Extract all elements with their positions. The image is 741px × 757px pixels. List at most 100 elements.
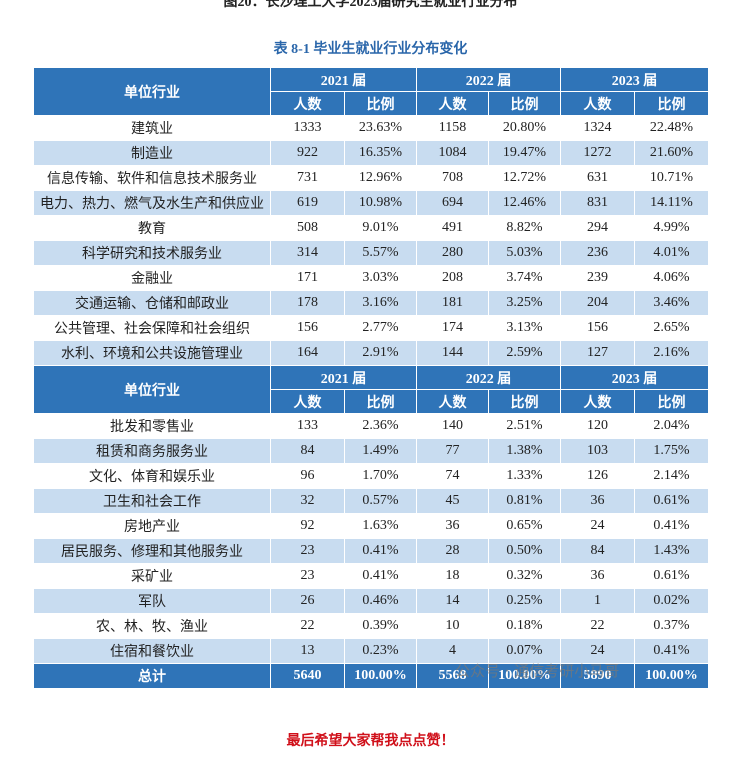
data-cell: 0.18%	[488, 613, 561, 639]
data-cell: 133	[270, 413, 345, 439]
data-cell: 314	[270, 240, 345, 266]
data-cell: 239	[560, 265, 635, 291]
table-row: 批发和零售业 133 2.36% 140 2.51% 120 2.04%	[33, 413, 709, 439]
footer: 最后希望大家帮我点点赞！	[286, 734, 455, 749]
data-cell: 3.03%	[344, 265, 417, 291]
data-cell: 2.77%	[344, 315, 417, 341]
data-cell: 45	[416, 488, 489, 514]
data-cell: 84	[270, 438, 345, 464]
table-row: 建筑业 1333 23.63% 1158 20.80% 1324 22.48%	[33, 115, 709, 141]
data-cell: 1.70%	[344, 463, 417, 489]
header-cell: 单位行业	[33, 365, 271, 414]
table-row: 单位行业 2021 届 2022 届 2023 届	[33, 365, 709, 414]
data-cell: 9.01%	[344, 215, 417, 241]
header-cell: 单位行业	[33, 67, 271, 116]
data-cell: 24	[560, 638, 635, 664]
data-cell: 23	[270, 563, 345, 589]
data-cell: 1.43%	[634, 538, 709, 564]
data-cell: 164	[270, 340, 345, 366]
industry-cell: 卫生和社会工作	[33, 488, 271, 514]
data-cell: 5.03%	[488, 240, 561, 266]
data-cell: 0.46%	[344, 588, 417, 614]
table-row: 科学研究和技术服务业 314 5.57% 280 5.03% 236 4.01%	[33, 240, 709, 266]
industry-cell: 农、林、牧、渔业	[33, 613, 271, 639]
data-cell: 74	[416, 463, 489, 489]
table-row: 电力、热力、燃气及水生产和供应业 619 10.98% 694 12.46% 831 14.…	[33, 190, 709, 216]
data-cell: 2.04%	[634, 413, 709, 439]
total-cell: 5568	[416, 663, 489, 689]
data-cell: 1.75%	[634, 438, 709, 464]
header-cell: 比例	[344, 91, 417, 116]
data-cell: 1.38%	[488, 438, 561, 464]
data-cell: 10	[416, 613, 489, 639]
data-cell: 36	[560, 488, 635, 514]
data-cell: 32	[270, 488, 345, 514]
table-row: 居民服务、修理和其他服务业 23 0.41% 28 0.50% 84 1.43%	[33, 538, 709, 564]
table-row: 人数 比例 人数 比例 人数 比例	[34, 389, 709, 414]
data-cell: 4.06%	[634, 265, 709, 291]
industry-cell: 交通运输、仓储和邮政业	[33, 290, 271, 316]
data-cell: 1324	[560, 115, 635, 141]
table-row: 金融业 171 3.03% 208 3.74% 239 4.06%	[33, 265, 709, 291]
industry-cell: 采矿业	[33, 563, 271, 589]
data-cell: 0.23%	[344, 638, 417, 664]
table-row: 交通运输、仓储和邮政业 178 3.16% 181 3.25% 204 3.46%	[33, 290, 709, 316]
total-cell: 100.00%	[634, 663, 709, 689]
table-row: 文化、体育和娱乐业 96 1.70% 74 1.33% 126 2.14%	[33, 463, 709, 489]
data-cell: 4.01%	[634, 240, 709, 266]
data-cell: 708	[416, 165, 489, 191]
data-cell: 0.61%	[634, 488, 709, 514]
data-cell: 1.63%	[344, 513, 417, 539]
data-cell: 0.07%	[488, 638, 561, 664]
data-cell: 22	[560, 613, 635, 639]
total-cell: 100.00%	[488, 663, 561, 689]
data-cell: 10.71%	[634, 165, 709, 191]
data-cell: 103	[560, 438, 635, 464]
table-row: 军队 26 0.46% 14 0.25% 1 0.02%	[33, 588, 709, 614]
data-cell: 77	[416, 438, 489, 464]
data-cell: 2.59%	[488, 340, 561, 366]
data-cell: 2.51%	[488, 413, 561, 439]
data-cell: 12.72%	[488, 165, 561, 191]
table-row: 农、林、牧、渔业 22 0.39% 10 0.18% 22 0.37%	[33, 613, 709, 639]
data-cell: 1333	[270, 115, 345, 141]
table-row: 卫生和社会工作 32 0.57% 45 0.81% 36 0.61%	[33, 488, 709, 514]
data-cell: 5.57%	[344, 240, 417, 266]
data-cell: 1.33%	[488, 463, 561, 489]
data-cell: 36	[416, 513, 489, 539]
watermark: 公众号 · 通信考研小马哥	[455, 662, 620, 680]
data-cell: 208	[416, 265, 489, 291]
data-cell: 0.32%	[488, 563, 561, 589]
data-cell: 2.14%	[634, 463, 709, 489]
industry-cell: 居民服务、修理和其他服务业	[33, 538, 271, 564]
industry-cell: 教育	[33, 215, 271, 241]
data-cell: 0.41%	[344, 563, 417, 589]
data-cell: 491	[416, 215, 489, 241]
table-row: 信息传输、软件和信息技术服务业 731 12.96% 708 12.72% 631 10.7…	[33, 165, 709, 191]
header-cell: 比例	[488, 389, 561, 414]
data-cell: 127	[560, 340, 635, 366]
data-cell: 144	[416, 340, 489, 366]
table-row: 单位行业 2021 届 2022 届 2023 届	[33, 67, 709, 116]
data-cell: 14.11%	[634, 190, 709, 216]
data-cell: 2.65%	[634, 315, 709, 341]
header-cell: 人数	[560, 389, 635, 414]
data-cell: 0.50%	[488, 538, 561, 564]
data-cell: 2.16%	[634, 340, 709, 366]
data-cell: 24	[560, 513, 635, 539]
data-cell: 1084	[416, 140, 489, 166]
data-cell: 23.63%	[344, 115, 417, 141]
data-cell: 204	[560, 290, 635, 316]
data-cell: 26	[270, 588, 345, 614]
data-cell: 1	[560, 588, 635, 614]
data-cell: 126	[560, 463, 635, 489]
industry-cell: 批发和零售业	[33, 413, 271, 439]
header-cell: 人数	[416, 389, 489, 414]
table-row: 住宿和餐饮业 13 0.23% 4 0.07% 24 0.41%	[33, 638, 709, 664]
header-cell: 2023 届	[560, 365, 709, 390]
table-row: 人数 比例 人数 比例 人数 比例	[34, 91, 709, 116]
table-title: 表 8-1 毕业生就业行业分布变化	[273, 42, 468, 57]
header-cell: 2022 届	[416, 365, 561, 390]
data-cell: 2.91%	[344, 340, 417, 366]
